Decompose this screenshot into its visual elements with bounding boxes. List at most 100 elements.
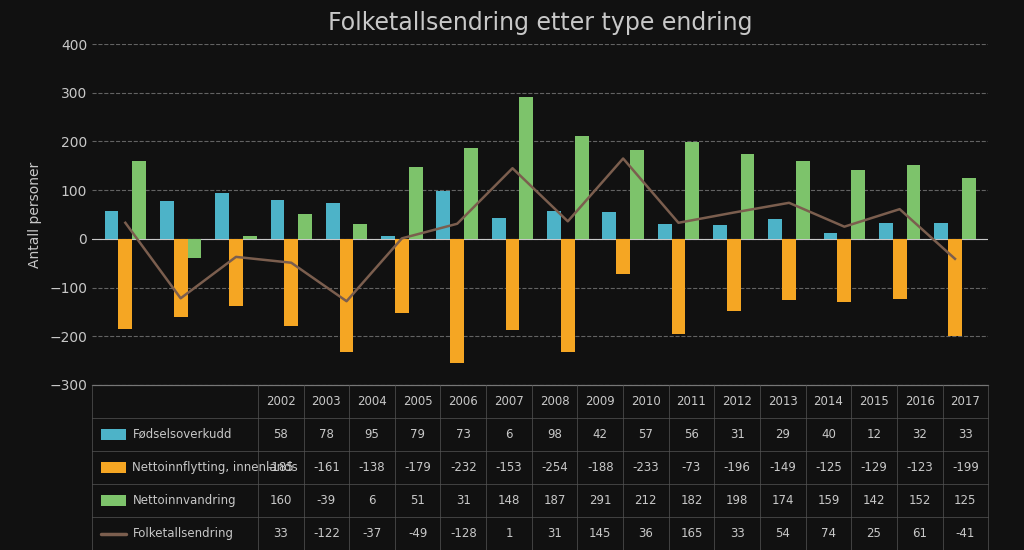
Text: 291: 291 [589,494,611,507]
Bar [395,239,409,313]
Bar [796,161,810,239]
Text: -128: -128 [450,527,477,540]
Text: 187: 187 [544,494,566,507]
Text: 2009: 2009 [586,395,615,408]
Text: 32: 32 [912,428,927,441]
Text: 2006: 2006 [449,395,478,408]
Title: Folketallsendring etter type endring: Folketallsendring etter type endring [328,11,753,35]
Text: 33: 33 [730,527,744,540]
Text: 2004: 2004 [357,395,387,408]
Text: 212: 212 [635,494,657,507]
Bar [270,200,285,239]
Bar [436,191,451,239]
Text: Fødselsoverkudd: Fødselsoverkudd [132,428,232,441]
Text: 2013: 2013 [768,395,798,408]
Text: 56: 56 [684,428,699,441]
Text: -196: -196 [724,461,751,474]
Bar [851,170,865,239]
Text: 152: 152 [908,494,931,507]
FancyBboxPatch shape [101,495,126,506]
Text: 148: 148 [498,494,520,507]
Text: 42: 42 [593,428,607,441]
Bar [464,148,478,239]
Bar [685,142,699,239]
Bar [506,239,519,331]
Text: 57: 57 [638,428,653,441]
Text: 2007: 2007 [494,395,524,408]
Bar [713,225,727,239]
Text: 2002: 2002 [266,395,296,408]
Text: -39: -39 [316,494,336,507]
Text: -161: -161 [313,461,340,474]
Text: -122: -122 [313,527,340,540]
Bar [574,136,589,239]
Bar [340,239,353,352]
Text: -149: -149 [769,461,797,474]
FancyBboxPatch shape [101,429,126,440]
Bar [492,218,506,239]
Text: Folketallsendring: Folketallsendring [132,527,233,540]
Bar [561,239,574,353]
Text: 174: 174 [771,494,794,507]
Bar [657,224,672,239]
Text: 2010: 2010 [631,395,660,408]
Bar [298,214,312,239]
Bar [672,239,685,334]
Text: 31: 31 [730,428,744,441]
Bar [285,239,298,326]
Bar [174,239,187,317]
Bar [823,233,838,239]
Bar [132,161,146,239]
Text: 12: 12 [866,428,882,441]
Bar [229,239,243,306]
Text: 2003: 2003 [311,395,341,408]
Text: -233: -233 [633,461,659,474]
Bar [782,239,796,300]
Y-axis label: Antall personer: Antall personer [29,161,42,268]
Text: 2017: 2017 [950,395,980,408]
Bar [451,239,464,362]
Text: 61: 61 [912,527,927,540]
Text: 79: 79 [411,428,425,441]
Text: -254: -254 [542,461,568,474]
Text: 125: 125 [954,494,977,507]
Text: 6: 6 [505,428,513,441]
Text: 2015: 2015 [859,395,889,408]
Bar [768,219,782,239]
Text: 29: 29 [775,428,791,441]
Bar [727,239,740,311]
Bar [893,239,906,299]
Text: 182: 182 [680,494,702,507]
Bar [879,223,893,239]
Text: 95: 95 [365,428,380,441]
Bar [602,212,616,239]
Bar [934,223,948,239]
Text: 1: 1 [505,527,513,540]
Text: 2008: 2008 [540,395,569,408]
Bar [381,236,395,239]
Bar [243,236,257,239]
Text: -153: -153 [496,461,522,474]
Text: -179: -179 [404,461,431,474]
Text: -199: -199 [952,461,979,474]
Text: 25: 25 [866,527,882,540]
Bar [326,204,340,239]
Text: -41: -41 [955,527,975,540]
Text: 40: 40 [821,428,836,441]
Text: 36: 36 [638,527,653,540]
Text: 159: 159 [817,494,840,507]
Bar [519,97,534,239]
Text: 6: 6 [369,494,376,507]
Bar [906,165,921,239]
Text: -188: -188 [587,461,613,474]
Text: 73: 73 [456,428,471,441]
Text: 160: 160 [269,494,292,507]
Bar [838,239,851,302]
Text: -232: -232 [450,461,477,474]
Bar [740,154,755,239]
Text: Nettoinnflytting, innenlands: Nettoinnflytting, innenlands [132,461,298,474]
Text: -138: -138 [358,461,385,474]
Text: -123: -123 [906,461,933,474]
Bar [187,239,202,258]
Text: -73: -73 [682,461,701,474]
